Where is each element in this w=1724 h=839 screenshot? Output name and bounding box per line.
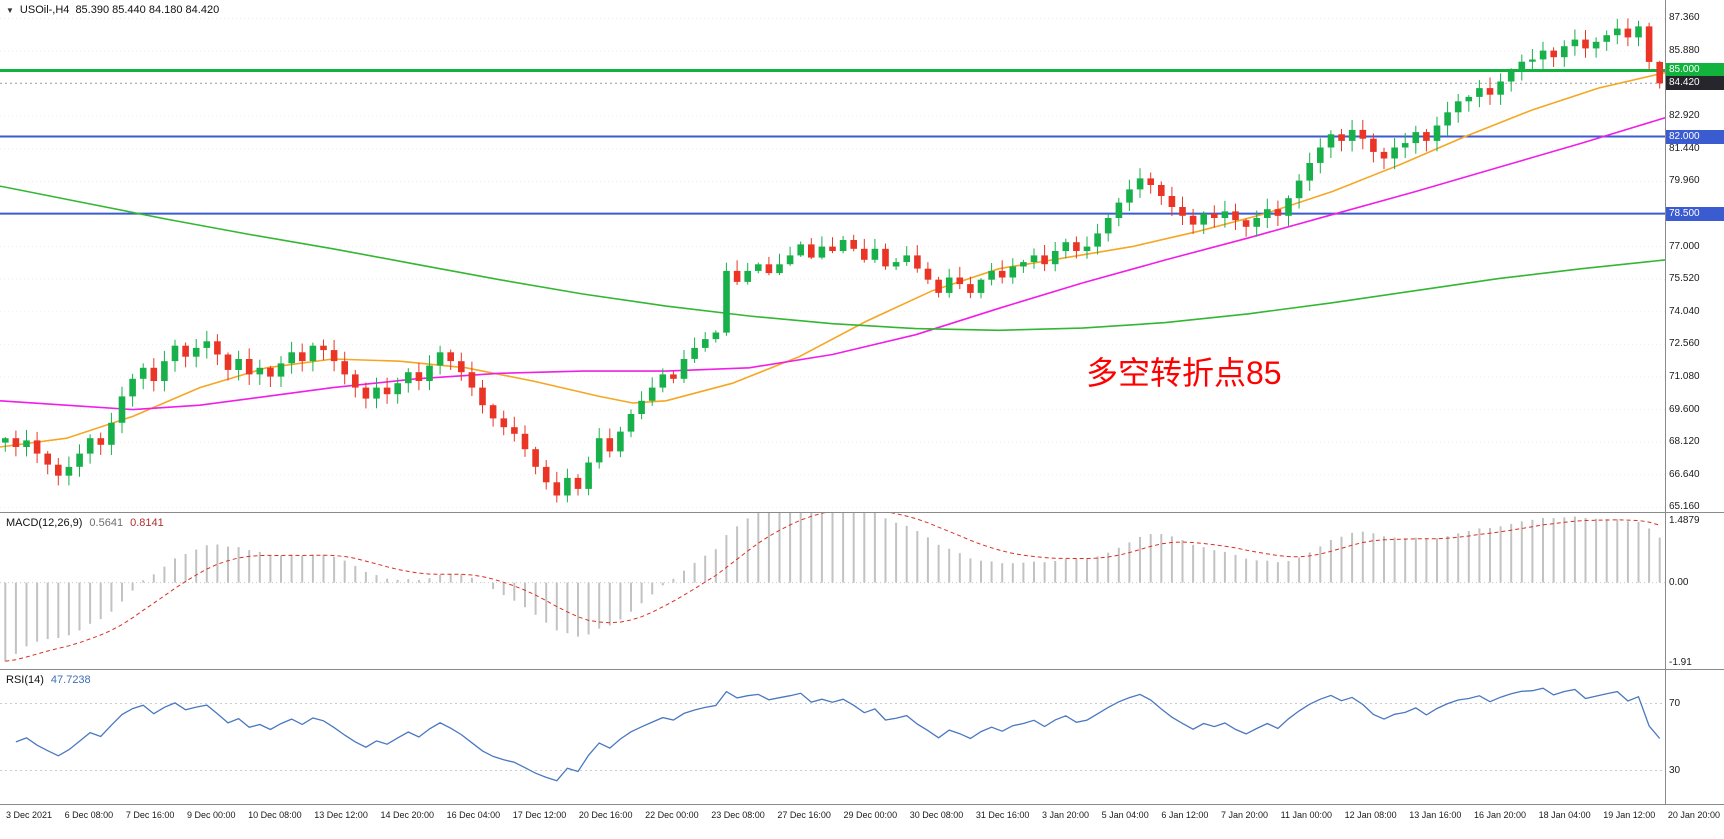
time-axis-label: 22 Dec 00:00 (645, 810, 699, 820)
price-axis[interactable]: 87.360 85.880 82.920 81.440 79.960 77.000 75.5… (1665, 0, 1724, 512)
price-axis-label: 77.000 (1669, 240, 1700, 252)
macd-panel: 1.4879 0.00 -1.91 MACD(12,26,9) 0.5641 0.8… (0, 513, 1724, 670)
price-axis-label: 66.640 (1669, 468, 1700, 480)
chart-title: ▼ USOil-,H4 85.390 85.440 84.180 84.420 (6, 4, 219, 16)
rsi-value: 47.7238 (50, 674, 91, 686)
time-axis-label: 14 Dec 20:00 (380, 810, 434, 820)
time-axis-label: 27 Dec 16:00 (777, 810, 831, 820)
rsi-indicator-name: RSI(14) (6, 674, 44, 686)
time-axis-label: 3 Jan 20:00 (1042, 810, 1090, 820)
current-price-badge: 84.420 (1666, 76, 1724, 91)
rsi-axis-label: 30 (1669, 764, 1681, 776)
time-axis-label: 16 Jan 20:00 (1473, 810, 1526, 820)
time-axis[interactable]: 3 Dec 2021 6 Dec 08:00 7 Dec 16:00 9 Dec 00… (0, 805, 1724, 833)
annotation-text: 多空转折点85 (1086, 355, 1282, 391)
macd-axis-label: 0.00 (1669, 576, 1689, 588)
time-axis-label: 18 Jan 04:00 (1538, 810, 1591, 820)
macd-axis[interactable]: 1.4879 0.00 -1.91 (1665, 513, 1724, 669)
time-axis-label: 3 Dec 2021 (6, 810, 53, 820)
time-axis-label: 7 Dec 16:00 (125, 810, 175, 820)
time-axis-label: 9 Dec 00:00 (186, 810, 236, 820)
price-axis-label: 87.360 (1669, 12, 1700, 24)
price-axis-label: 71.080 (1669, 371, 1700, 382)
hline-price-badge: 82.000 (1666, 129, 1724, 144)
hline-price-badge: 78.500 (1666, 206, 1724, 221)
rsi-panel: 70 30 RSI(14) 47.7238 (0, 670, 1724, 805)
macd-indicator-name: MACD(12,26,9) (6, 517, 83, 529)
rsi-chart[interactable] (0, 670, 1665, 804)
time-axis-label: 23 Dec 08:00 (711, 810, 765, 820)
time-axis-label: 20 Jan 20:00 (1667, 810, 1720, 820)
price-axis-label: 85.880 (1669, 45, 1700, 57)
ohlc-values-label: 85.390 85.440 84.180 84.420 (75, 4, 220, 16)
price-axis-label: 82.920 (1669, 110, 1700, 122)
macd-signal-value: 0.8141 (130, 517, 164, 529)
time-axis-label: 17 Dec 12:00 (512, 810, 567, 820)
rsi-label: RSI(14) 47.7238 (6, 674, 91, 686)
time-axis-label: 13 Jan 16:00 (1409, 810, 1462, 820)
price-axis-label: 65.160 (1669, 501, 1700, 513)
time-axis-label: 11 Jan 00:00 (1280, 810, 1333, 820)
symbol-timeframe-label: USOil-,H4 (19, 4, 70, 16)
time-axis-label: 6 Jan 12:00 (1161, 810, 1209, 820)
candlestick-chart[interactable] (0, 0, 1665, 512)
time-axis-label: 13 Dec 12:00 (314, 810, 368, 820)
symbol-dropdown-icon[interactable]: ▼ (6, 5, 14, 15)
time-axis-label: 12 Jan 08:00 (1344, 810, 1397, 820)
price-axis-label: 75.520 (1669, 273, 1700, 285)
time-axis-label: 20 Dec 16:00 (578, 810, 633, 820)
price-axis-label: 74.040 (1669, 305, 1700, 317)
price-axis-label: 81.440 (1669, 142, 1700, 154)
time-axis-label: 16 Dec 04:00 (446, 810, 501, 820)
price-axis-label: 79.960 (1669, 175, 1700, 187)
price-panel: 87.360 85.880 82.920 81.440 79.960 77.000 75.5… (0, 0, 1724, 513)
hline-price-badge: 85.000 (1666, 63, 1724, 78)
macd-axis-label: 1.4879 (1669, 515, 1700, 526)
time-axis-label: 31 Dec 16:00 (975, 810, 1030, 820)
macd-label: MACD(12,26,9) 0.5641 0.8141 (6, 517, 164, 529)
time-axis-label: 19 Jan 12:00 (1603, 810, 1656, 820)
price-axis-label: 69.600 (1669, 403, 1700, 415)
macd-main-value: 0.5641 (89, 517, 124, 529)
time-axis-label: 29 Dec 00:00 (843, 810, 898, 820)
rsi-axis-label: 70 (1669, 697, 1681, 709)
price-axis-label: 72.560 (1669, 338, 1700, 350)
time-axis-label: 5 Jan 04:00 (1101, 810, 1149, 820)
time-axis-label: 10 Dec 08:00 (248, 810, 302, 820)
rsi-axis[interactable]: 70 30 (1665, 670, 1724, 804)
time-axis-label: 6 Dec 08:00 (64, 810, 114, 820)
time-axis-label: 30 Dec 08:00 (909, 810, 964, 820)
price-axis-label: 68.120 (1669, 436, 1700, 448)
macd-axis-label: -1.91 (1669, 657, 1692, 668)
macd-chart[interactable] (0, 513, 1665, 669)
time-axis-label: 7 Jan 20:00 (1220, 810, 1269, 820)
